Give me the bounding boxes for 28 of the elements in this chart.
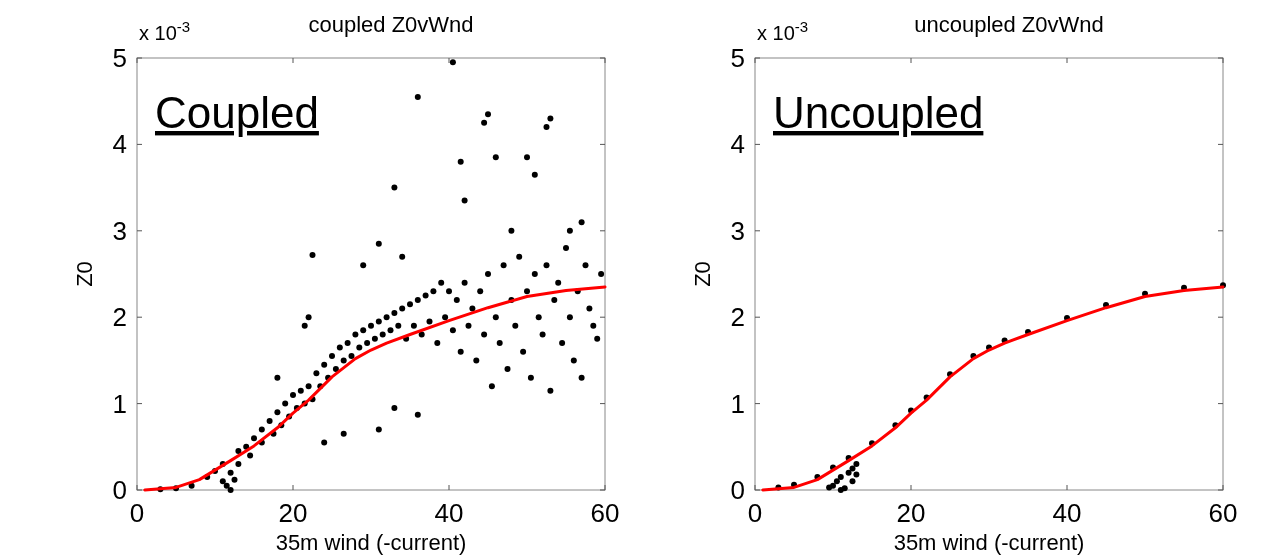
annotation: Coupled [155,88,319,137]
x-tick-label: 40 [1052,498,1082,528]
y-tick-label: 2 [730,302,745,333]
x-tick-label: 60 [590,498,620,528]
y-tick-label: 3 [112,215,127,246]
y-tick-label: 1 [730,388,745,419]
y-axis-title: Z0 [72,261,97,287]
y-tick-label: 0 [730,475,745,505]
x-tick-label: 40 [434,498,464,528]
chart-title: uncoupled Z0vWnd [914,12,1104,37]
y-tick-label: 4 [112,129,127,160]
y-tick-label: 0 [112,475,127,505]
text: x 10$^{-3}$ [139,17,191,44]
y-tick-label: 3 [730,215,745,246]
y-tick-label: 5 [730,43,745,73]
x-tick-label: 20 [896,498,926,528]
y-axis-title: Z0 [690,261,715,287]
x-axis-title: 35m wind (-current) [275,530,467,555]
x-tick-label: 20 [278,498,308,528]
annotation: Uncoupled [773,88,984,137]
x-tick-label: 60 [1208,498,1238,528]
y-tick-label: 2 [112,302,127,333]
y-tick-label: 4 [730,129,745,160]
text: x 10$^{-3}$ [757,17,809,44]
x-axis-title: 35m wind (-current) [893,530,1085,555]
y-tick-label: 1 [112,388,127,419]
chart-title: coupled Z0vWnd [308,12,474,37]
y-tick-label: 5 [112,43,127,73]
